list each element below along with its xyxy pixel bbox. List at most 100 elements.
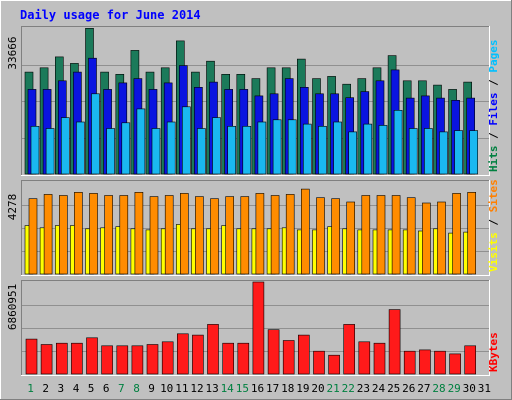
bar-pages-day-5: [91, 93, 100, 175]
bar-sites-day-29: [452, 193, 461, 275]
bar-kbytes-day-8: [131, 345, 144, 375]
bar-sites-day-1: [28, 198, 38, 275]
bar-kbytes-day-16: [252, 281, 265, 375]
bar-sites-day-2: [43, 194, 53, 275]
bar-sites-day-10: [164, 195, 174, 275]
bar-kbytes-day-15: [237, 342, 250, 375]
bar-sites-day-9: [149, 196, 159, 275]
bar-kbytes-day-12: [192, 334, 204, 375]
bar-sites-day-18: [285, 194, 295, 275]
bar-sites-day-8: [134, 192, 144, 275]
bar-sites-day-24: [376, 195, 386, 275]
panel-visits-sites: 4278 Visits / Sites: [6, 179, 500, 276]
bar-kbytes-day-27: [419, 349, 431, 375]
bar-kbytes-day-7: [116, 345, 129, 375]
bar-pages-day-3: [60, 117, 70, 175]
bar-kbytes-day-1: [25, 338, 38, 375]
x-tick-label: 18: [281, 382, 294, 395]
legend-hits: Hits: [487, 146, 500, 173]
x-tick-label: 17: [266, 382, 279, 395]
bar-kbytes-day-17: [267, 329, 280, 375]
bar-kbytes-day-24: [373, 342, 386, 375]
bar-pages-day-21: [333, 121, 342, 175]
bar-kbytes-day-21: [328, 354, 340, 375]
bar-sites-day-16: [255, 193, 265, 275]
bar-kbytes-day-19: [297, 334, 310, 375]
bar-kbytes-day-4: [71, 342, 83, 375]
y-max-label: 33666: [6, 36, 19, 69]
legend-text: Hits / Files / Pages: [487, 40, 500, 173]
bar-pages-day-12: [197, 128, 206, 175]
x-tick-label: 12: [190, 382, 203, 395]
bar-sites-day-26: [406, 197, 416, 275]
x-tick-label: 27: [417, 382, 430, 395]
bar-pages-day-8: [136, 108, 146, 175]
bar-pages-day-9: [151, 128, 161, 175]
bar-sites-day-13: [210, 198, 219, 275]
x-tick-label: 15: [236, 382, 249, 395]
bar-sites-day-7: [119, 195, 129, 275]
bar-kbytes-day-6: [101, 345, 113, 375]
x-tick-label: 6: [103, 382, 110, 395]
x-tick-label: 28: [432, 382, 445, 395]
right-legend: Hits / Files / Pages: [487, 40, 500, 173]
legend-files: Files: [487, 93, 500, 126]
bar-sites-day-20: [316, 197, 325, 275]
bar-pages-day-26: [408, 128, 418, 175]
bar-pages-day-17: [272, 119, 282, 175]
legend-text: Visits / Sites: [487, 179, 500, 272]
bar-pages-day-23: [363, 123, 373, 175]
bar-pages-day-6: [106, 128, 115, 175]
bar-kbytes-day-23: [358, 341, 371, 375]
legend-separator: /: [487, 212, 500, 232]
bar-sites-day-27: [422, 202, 431, 275]
bar-pages-day-30: [469, 130, 479, 175]
x-tick-label: 20: [311, 382, 324, 395]
bar-kbytes-day-28: [434, 350, 446, 375]
bar-pages-day-7: [121, 122, 131, 175]
bar-pages-day-10: [166, 121, 176, 175]
bar-pages-day-18: [287, 119, 297, 175]
chart-title: Daily usage for June 2014: [20, 8, 201, 22]
bar-kbytes-day-10: [161, 341, 174, 375]
bar-kbytes-day-18: [282, 340, 295, 375]
bar-kbytes-day-5: [86, 337, 98, 375]
bar-pages-day-2: [45, 128, 55, 175]
x-tick-label: 26: [402, 382, 415, 395]
legend-separator: /: [487, 126, 500, 146]
chart-panels: 33666 Hits / Files / Pages 4278 Visits / Si…: [6, 26, 500, 376]
right-legend: KBytes: [487, 332, 500, 372]
bar-kbytes-day-29: [449, 353, 461, 375]
bar-kbytes-day-22: [343, 324, 356, 375]
bar-pages-day-11: [182, 106, 191, 175]
bar-sites-day-5: [89, 193, 98, 275]
x-tick-label: 30: [463, 382, 476, 395]
x-tick-label: 31: [478, 382, 491, 395]
x-tick-label: 13: [205, 382, 218, 395]
bar-sites-day-3: [58, 195, 68, 275]
bar-kbytes-day-30: [464, 345, 477, 375]
x-tick-label: 3: [57, 382, 64, 395]
x-tick-label: 24: [372, 382, 386, 395]
bar-sites-day-19: [300, 188, 310, 275]
bar-sites-day-28: [437, 201, 446, 275]
x-tick-label: 29: [448, 382, 461, 395]
bar-pages-day-24: [378, 125, 388, 175]
bar-pages-day-4: [76, 121, 85, 175]
bar-pages-day-16: [257, 121, 267, 175]
x-tick-labels: 1 2 3 4 5 6 7 8 9 10 11 12 13 14 15 16 17 18 19 20 21 22 23 24 2…: [27, 382, 491, 395]
bar-pages-day-28: [439, 131, 448, 175]
legend-visits: Visits: [487, 232, 500, 272]
panel-hits-files-pages: 33666 Hits / Files / Pages: [6, 26, 500, 176]
legend-separator: /: [487, 73, 500, 93]
y-max-label: 4278: [6, 194, 19, 221]
bar-pages-day-22: [348, 131, 358, 175]
bar-kbytes-day-14: [222, 342, 234, 375]
x-tick-label: 23: [357, 382, 370, 395]
bar-sites-day-12: [195, 196, 204, 275]
bar-pages-day-29: [454, 130, 463, 175]
x-tick-label: 10: [160, 382, 173, 395]
bar-kbytes-day-3: [55, 342, 68, 375]
bar-kbytes-day-13: [207, 324, 219, 375]
